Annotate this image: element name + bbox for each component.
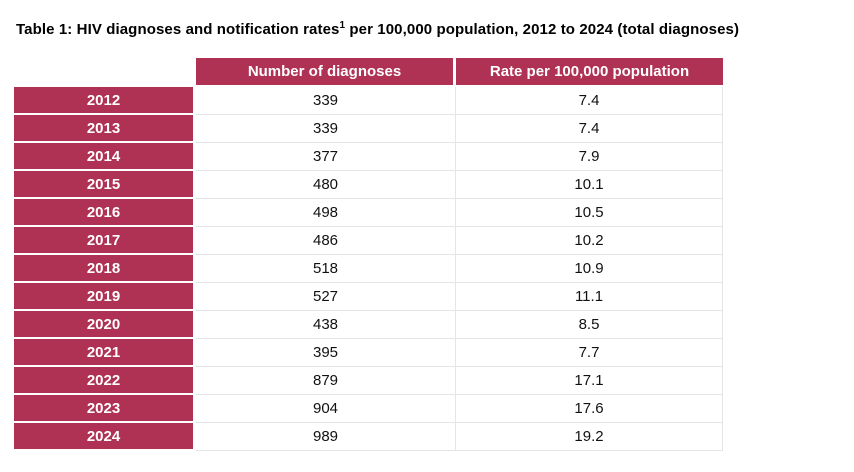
diagnoses-value-cell: 377 <box>196 143 456 171</box>
year-cell: 2021 <box>14 339 196 367</box>
table-row: 2014 377 7.9 <box>14 143 723 171</box>
header-row: Number of diagnoses Rate per 100,000 pop… <box>14 58 723 87</box>
table-row: 2012 339 7.4 <box>14 87 723 115</box>
column-header-diagnoses: Number of diagnoses <box>196 58 456 87</box>
diagnoses-value-cell: 518 <box>196 255 456 283</box>
diagnoses-value-cell: 486 <box>196 227 456 255</box>
table-row: 2015 480 10.1 <box>14 171 723 199</box>
year-cell: 2022 <box>14 367 196 395</box>
year-cell: 2023 <box>14 395 196 423</box>
hiv-diagnoses-table: Number of diagnoses Rate per 100,000 pop… <box>14 58 723 451</box>
diagnoses-value-cell: 339 <box>196 115 456 143</box>
table-body: 2012 339 7.4 2013 339 7.4 2014 377 7.9 2015 480 10.… <box>14 87 723 451</box>
year-cell: 2015 <box>14 171 196 199</box>
table-row: 2019 527 11.1 <box>14 283 723 311</box>
year-cell: 2014 <box>14 143 196 171</box>
year-cell: 2024 <box>14 423 196 451</box>
table-caption-text: Table 1: HIV diagnoses and notification … <box>16 21 340 38</box>
year-cell: 2017 <box>14 227 196 255</box>
table-row: 2023 904 17.6 <box>14 395 723 423</box>
year-cell: 2012 <box>14 87 196 115</box>
table-row: 2018 518 10.9 <box>14 255 723 283</box>
diagnoses-value-cell: 438 <box>196 311 456 339</box>
table-row: 2017 486 10.2 <box>14 227 723 255</box>
diagnoses-value-cell: 527 <box>196 283 456 311</box>
rate-value-cell: 19.2 <box>456 423 723 451</box>
table-row: 2021 395 7.7 <box>14 339 723 367</box>
column-header-rate: Rate per 100,000 population <box>456 58 723 87</box>
rate-value-cell: 10.5 <box>456 199 723 227</box>
table-caption-suffix: per 100,000 population, 2012 to 2024 (to… <box>345 21 740 38</box>
year-cell: 2013 <box>14 115 196 143</box>
rate-value-cell: 17.1 <box>456 367 723 395</box>
diagnoses-value-cell: 904 <box>196 395 456 423</box>
diagnoses-value-cell: 498 <box>196 199 456 227</box>
year-cell: 2018 <box>14 255 196 283</box>
rate-value-cell: 11.1 <box>456 283 723 311</box>
corner-cell <box>14 58 196 87</box>
rate-value-cell: 10.1 <box>456 171 723 199</box>
table-row: 2020 438 8.5 <box>14 311 723 339</box>
year-cell: 2020 <box>14 311 196 339</box>
rate-value-cell: 7.9 <box>456 143 723 171</box>
table-row: 2022 879 17.1 <box>14 367 723 395</box>
footnote-superscript: 1 <box>339 20 346 31</box>
diagnoses-value-cell: 339 <box>196 87 456 115</box>
diagnoses-value-cell: 989 <box>196 423 456 451</box>
rate-value-cell: 7.4 <box>456 115 723 143</box>
rate-value-cell: 17.6 <box>456 395 723 423</box>
diagnoses-value-cell: 480 <box>196 171 456 199</box>
table-header: Number of diagnoses Rate per 100,000 pop… <box>14 58 723 87</box>
table-row: 2024 989 19.2 <box>14 423 723 451</box>
table-row: 2016 498 10.5 <box>14 199 723 227</box>
year-cell: 2019 <box>14 283 196 311</box>
year-cell: 2016 <box>14 199 196 227</box>
rate-value-cell: 10.2 <box>456 227 723 255</box>
rate-value-cell: 8.5 <box>456 311 723 339</box>
rate-value-cell: 7.7 <box>456 339 723 367</box>
table-caption: Table 1: HIV diagnoses and notification … <box>16 20 740 39</box>
rate-value-cell: 7.4 <box>456 87 723 115</box>
table-row: 2013 339 7.4 <box>14 115 723 143</box>
diagnoses-value-cell: 879 <box>196 367 456 395</box>
diagnoses-value-cell: 395 <box>196 339 456 367</box>
rate-value-cell: 10.9 <box>456 255 723 283</box>
